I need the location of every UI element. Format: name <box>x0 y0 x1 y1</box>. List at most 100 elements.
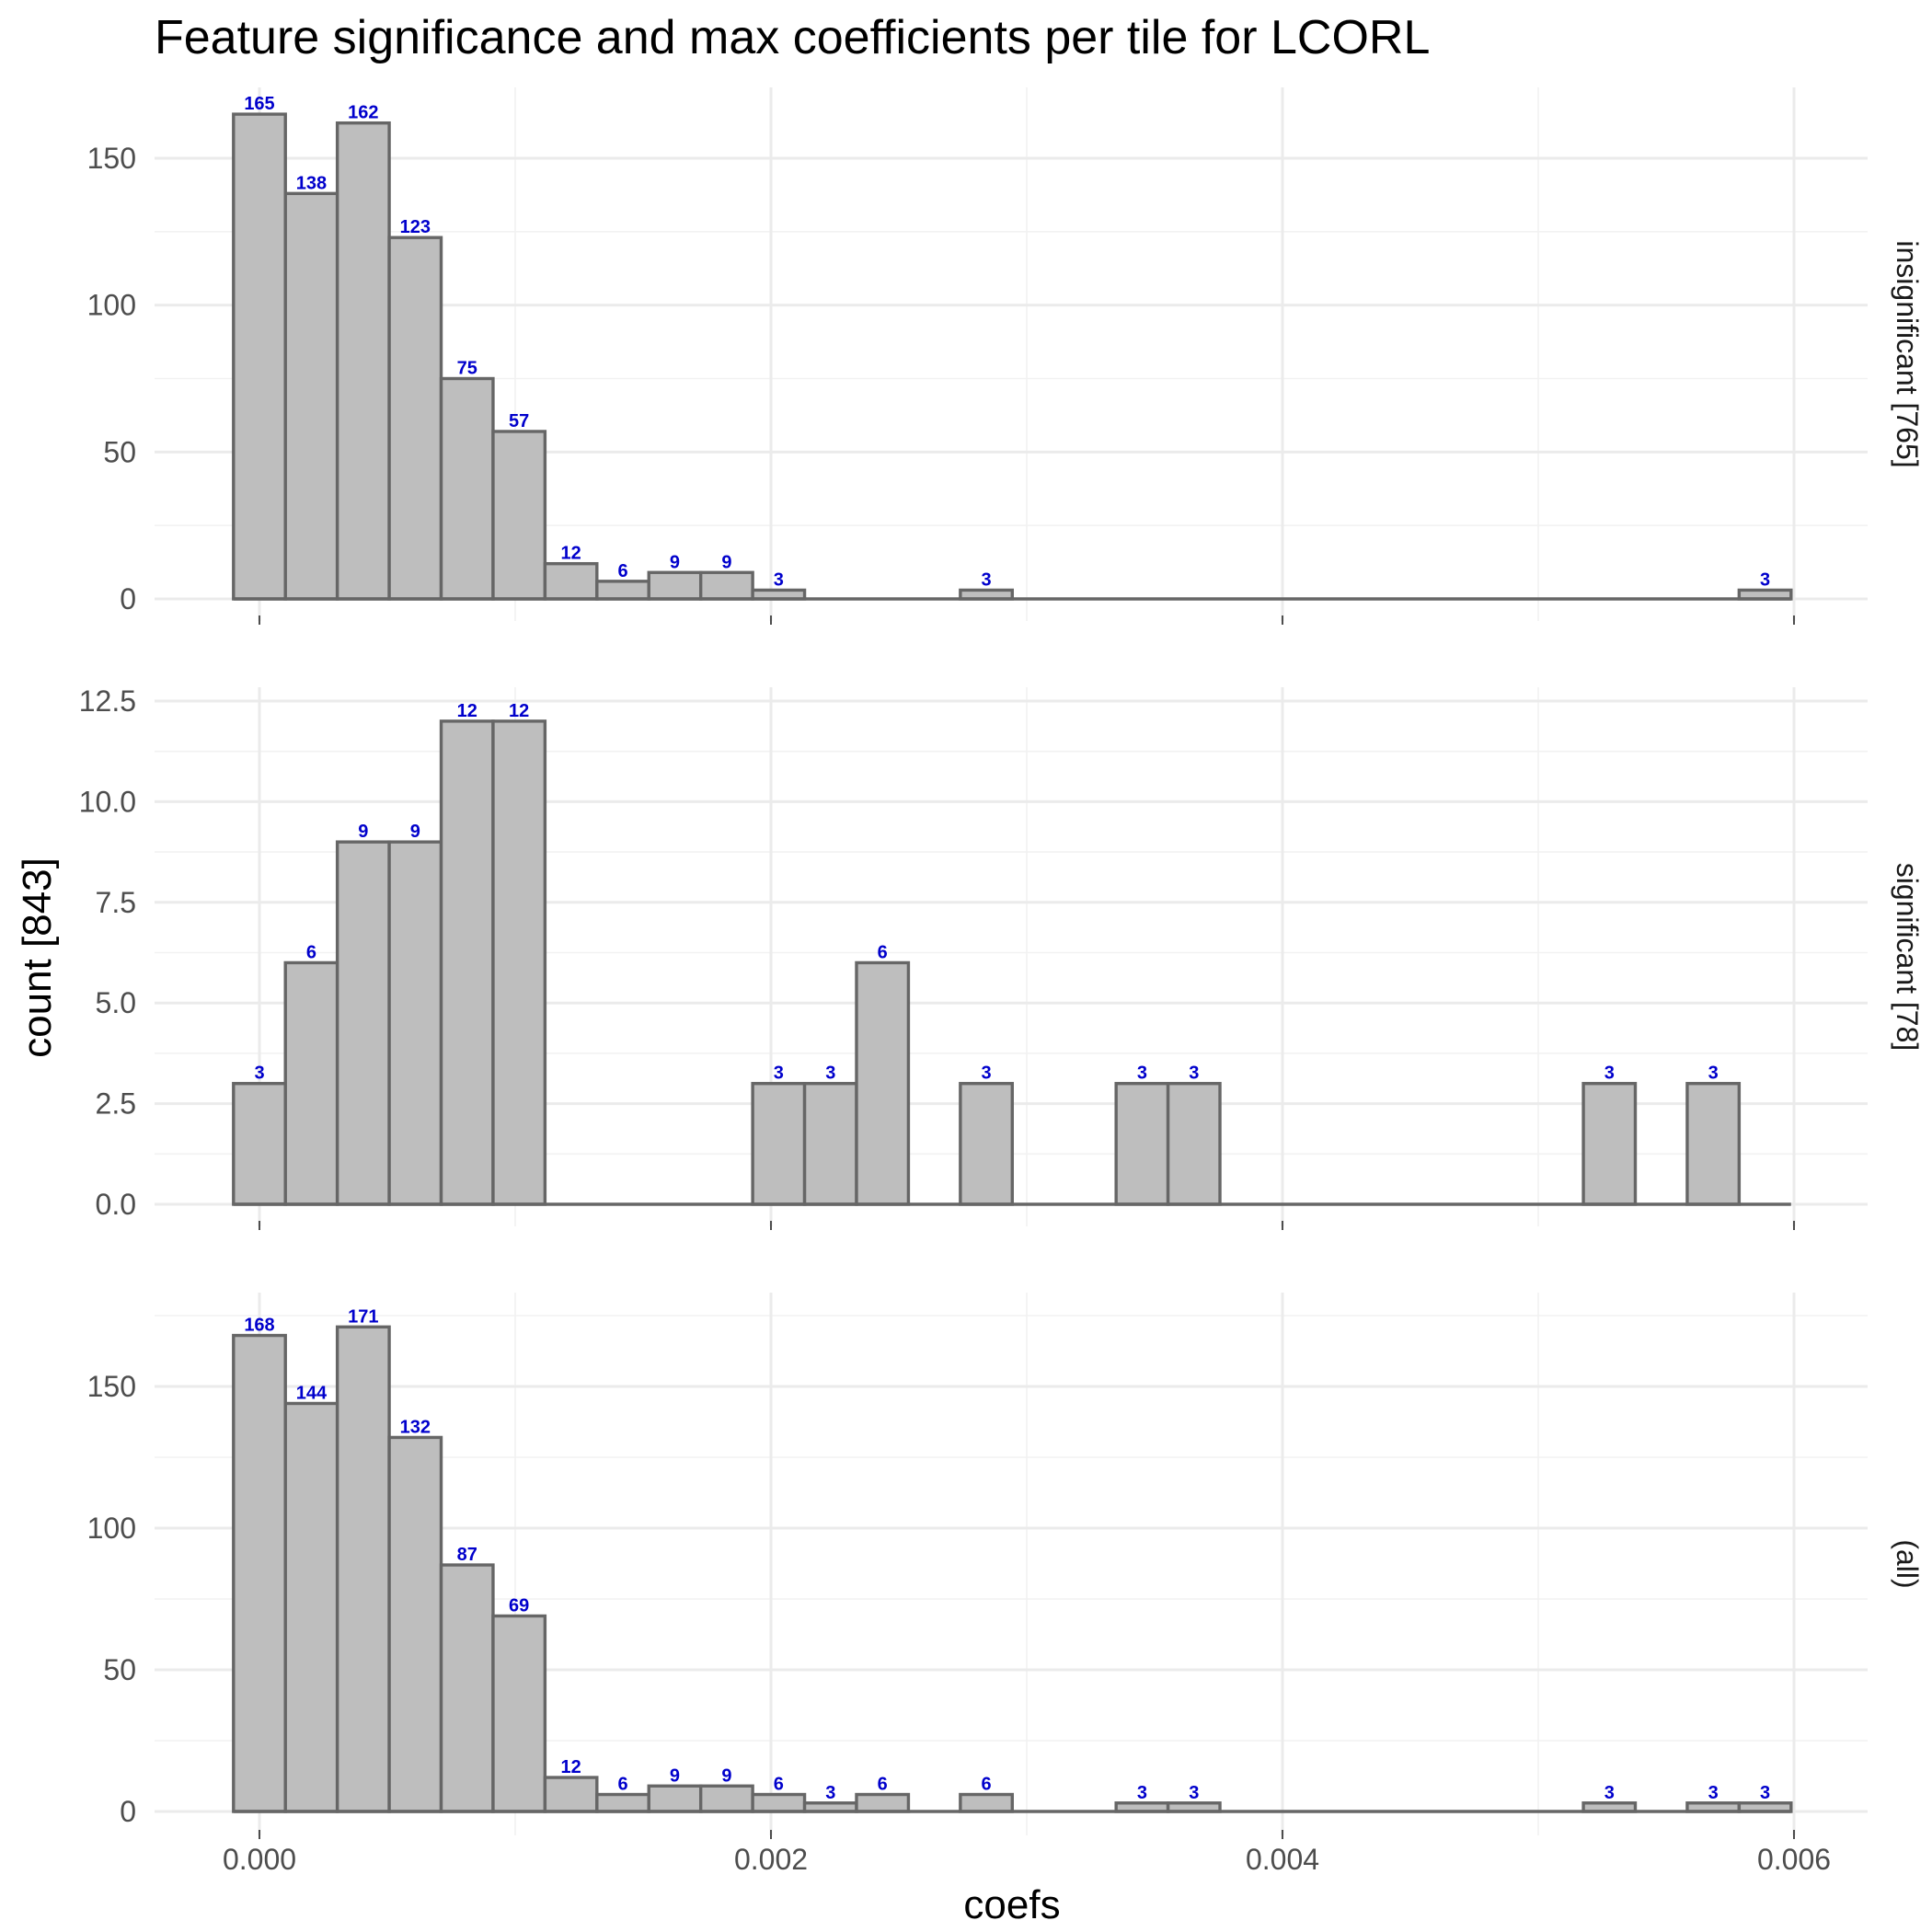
histogram-bar <box>493 721 545 1204</box>
bar-count-label: 3 <box>1189 1783 1199 1803</box>
chart-title: Feature significance and max coefficient… <box>155 11 1430 64</box>
bar-count-label: 3 <box>825 1783 835 1803</box>
bar-count-label: 6 <box>617 1775 627 1795</box>
histogram-bar <box>1168 1084 1220 1204</box>
bar-count-label: 162 <box>348 103 378 123</box>
histogram-bar <box>597 1795 649 1811</box>
bar-count-label: 9 <box>358 822 368 842</box>
bar-count-label: 9 <box>410 822 420 842</box>
bar-count-label: 3 <box>1760 1783 1770 1803</box>
bar-count-label: 3 <box>774 569 784 590</box>
y-tick-label: 10.0 <box>79 785 136 818</box>
bar-count-label: 3 <box>825 1064 835 1084</box>
bar-count-label: 165 <box>244 94 274 114</box>
histogram-bar <box>442 1565 493 1811</box>
y-tick-label: 5.0 <box>96 986 136 1019</box>
bar-count-label: 3 <box>1604 1783 1615 1803</box>
y-tick-label: 100 <box>87 289 136 322</box>
histogram-bar <box>389 237 441 599</box>
histogram-bar <box>285 1403 337 1811</box>
bar-count-label: 3 <box>1708 1783 1719 1803</box>
histogram-bar <box>545 1777 596 1811</box>
histogram-bar <box>234 1084 285 1204</box>
bar-count-label: 6 <box>617 561 627 581</box>
histogram-bar <box>545 564 596 599</box>
bar-count-label: 9 <box>670 552 680 572</box>
bar-count-label: 132 <box>400 1417 431 1437</box>
histogram-bar <box>234 114 285 599</box>
bar-count-label: 6 <box>774 1775 784 1795</box>
bar-count-label: 144 <box>296 1383 328 1403</box>
y-tick-label: 2.5 <box>96 1087 136 1121</box>
histogram-bar <box>649 572 700 599</box>
bar-count-label: 138 <box>296 173 327 193</box>
histogram-bar <box>1116 1084 1167 1204</box>
x-tick-label: 0.000 <box>223 1843 296 1876</box>
bar-count-label: 9 <box>670 1765 680 1786</box>
y-tick-label: 0 <box>120 582 136 615</box>
histogram-bar <box>1687 1084 1739 1204</box>
bar-count-label: 12 <box>457 701 477 721</box>
x-tick-label: 0.002 <box>734 1843 808 1876</box>
histogram-bar <box>753 1084 804 1204</box>
y-tick-label: 100 <box>87 1512 136 1545</box>
y-axis-title: count [843] <box>15 857 60 1058</box>
histogram-bar <box>701 572 753 599</box>
histogram-bar <box>493 1616 545 1811</box>
bar-count-label: 171 <box>348 1306 378 1327</box>
x-axis-title: coefs <box>963 1882 1060 1927</box>
histogram-bar <box>701 1786 753 1811</box>
bar-count-label: 3 <box>774 1064 784 1084</box>
y-tick-label: 150 <box>87 1370 136 1403</box>
bar-count-label: 3 <box>1604 1064 1615 1084</box>
y-tick-label: 150 <box>87 142 136 175</box>
bar-count-label: 3 <box>1760 569 1770 590</box>
histogram-bar <box>857 1795 908 1811</box>
histogram-bar <box>338 1327 389 1811</box>
y-tick-label: 0 <box>120 1795 136 1828</box>
bar-count-label: 12 <box>560 1757 581 1777</box>
facet-strip-label: insignificant [765] <box>1891 240 1924 467</box>
histogram-bar <box>857 962 908 1204</box>
facet-strip-label: (all) <box>1891 1539 1924 1588</box>
histogram-bar <box>753 1795 804 1811</box>
histogram-bar <box>805 1084 857 1204</box>
histogram-bar <box>389 842 441 1204</box>
histogram-bar <box>338 842 389 1204</box>
bar-count-label: 3 <box>1189 1064 1199 1084</box>
bar-count-label: 9 <box>721 552 731 572</box>
bar-count-label: 168 <box>244 1316 274 1336</box>
y-tick-label: 50 <box>103 435 136 468</box>
histogram-bar <box>960 1084 1012 1204</box>
y-tick-label: 7.5 <box>96 886 136 919</box>
facet-panel-2: 0.0 2.5 5.0 7.5 10.0 12.5 3 6 9 9 12 12 3 3 6 3 3 3 3 3 sign… <box>79 684 1924 1230</box>
histogram-bar <box>1583 1084 1635 1204</box>
x-tick-label: 0.006 <box>1757 1843 1831 1876</box>
bar-count-label: 6 <box>306 942 316 962</box>
facet-panel-1: 0 50 100 150 165 138 162 123 75 57 12 6 9 9 3 3 3 insigni… <box>87 87 1924 625</box>
facet-strip-label: significant [78] <box>1891 863 1924 1052</box>
x-tick-label: 0.004 <box>1246 1843 1319 1876</box>
histogram-bar <box>338 123 389 599</box>
histogram-bar <box>442 721 493 1204</box>
bar-count-label: 87 <box>457 1545 477 1565</box>
histogram-bar <box>285 193 337 599</box>
histogram-bar <box>960 1795 1012 1811</box>
bar-count-label: 6 <box>878 942 888 962</box>
histogram-bar <box>493 431 545 599</box>
y-tick-label: 12.5 <box>79 684 136 718</box>
histogram-bar <box>442 379 493 600</box>
bar-count-label: 3 <box>1137 1064 1147 1084</box>
bar-count-label: 3 <box>1137 1783 1147 1803</box>
bar-count-label: 75 <box>457 359 477 379</box>
bar-count-label: 6 <box>982 1775 992 1795</box>
histogram-bar <box>234 1336 285 1811</box>
y-tick-label: 50 <box>103 1653 136 1686</box>
histogram-bar <box>285 962 337 1204</box>
bar-count-label: 3 <box>254 1064 264 1084</box>
bar-count-label: 9 <box>721 1765 731 1786</box>
